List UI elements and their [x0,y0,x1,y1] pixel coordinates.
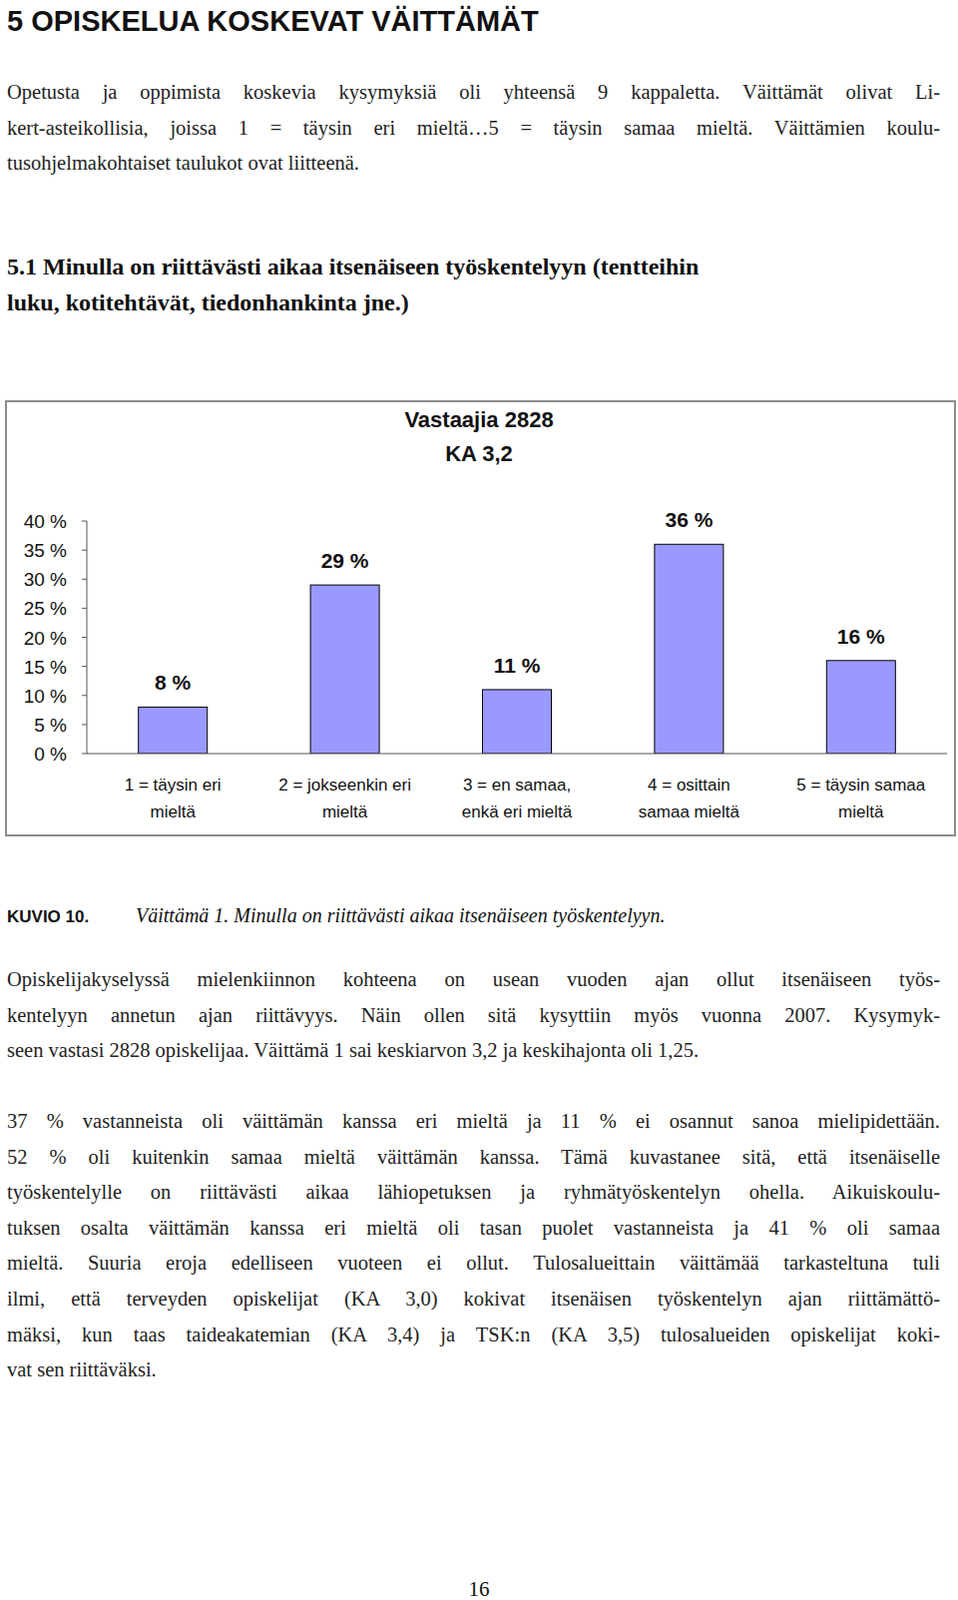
chart-title: Vastaajia 2828 [404,407,553,433]
y-tick [81,520,87,522]
data-label: 16 % [837,624,886,648]
bars [138,543,897,754]
y-tick-label: 10 % [23,685,67,707]
paragraph-line: Opiskelijakyselyssä mielenkiinnon kohtee… [6,960,941,997]
paragraph-line: 52 % oli kuitenkin samaa mieltä väittämä… [6,1138,941,1175]
data-label: 36 % [664,507,713,531]
intro-line: kert-asteikollisia, joissa 1 = täysin er… [6,109,941,146]
category-label: 1 = täysin erimieltä [124,775,222,822]
paragraph-line: vat sen riittäväksi. [6,1351,941,1388]
chart: Vastaajia 2828 KA 3,2 0 % 5 % 10 % 15 % 20 % 25… [6,402,955,835]
intro-line: Opetusta ja oppimista koskevia kysymyksi… [6,73,941,110]
y-tick [81,665,87,667]
paragraph-line: tuksen osalta väittämän kanssa eri mielt… [6,1209,941,1246]
y-tick-label: 40 % [23,510,67,532]
paragraph-line: kentelyyn annetun ajan riittävyys. Näin … [6,996,941,1033]
y-tick-label: 0 % [33,743,67,765]
chart-frame: Vastaajia 2828 KA 3,2 0 % 5 % 10 % 15 % 20 % 25… [4,400,957,837]
intro-line: tusohjelmakohtaiset taulukot ovat liitte… [6,144,941,181]
chart-subtitle: KA 3,2 [445,441,513,467]
caption-label: KUVIO 10. [6,899,136,936]
data-label: 8 % [154,670,192,694]
y-tick [81,723,87,725]
category-label: 2 = jokseenkin erimieltä [278,775,412,822]
y-tick-label: 25 % [23,597,67,619]
data-label: 29 % [321,548,370,572]
paragraph-line: 37 % vastanneista oli väittämän kanssa e… [6,1102,941,1139]
page-heading: 5 OPISKELUA KOSKEVAT VÄITTÄMÄT [6,2,539,39]
bar [310,584,380,754]
y-tick [81,694,87,696]
paragraph-line: työskentelylle on riittävästi aikaa lähi… [6,1173,941,1210]
category-label: 4 = osittainsamaa mieltä [638,775,741,822]
y-tick-label: 20 % [23,627,67,649]
section-title-line: 5.1 Minulla on riittävästi aikaa itsenäi… [6,248,941,285]
paragraph-line: ilmi, että terveyden opiskelijat (KA 3,0… [6,1280,941,1317]
caption-text: Väittämä 1. Minulla on riittävästi aikaa… [135,904,665,927]
bar [826,660,896,754]
caption: KUVIO 10.Väittämä 1. Minulla on riittävä… [6,897,665,934]
paragraph-line: mäksi, kun taas taideakatemian (KA 3,4) … [6,1316,941,1353]
data-label: 11 % [493,653,541,677]
page-number: 16 [439,1570,519,1600]
y-tick-label: 30 % [23,568,67,590]
y-tick [81,607,87,609]
y-tick [81,636,87,638]
x-axis [86,753,948,755]
y-tick-label: 35 % [23,539,67,561]
y-tick-label: 5 % [33,714,67,736]
paragraph-line: seen vastasi 2828 opiskelijaa. Väittämä … [6,1031,941,1068]
bar [654,543,724,754]
bar [138,706,208,754]
y-axis [86,520,88,754]
bar [482,689,552,754]
section-title-line: luku, kotitehtävät, tiedonhankinta jne.) [6,284,941,321]
paragraph-line: mieltä. Suuria eroja edelliseen vuoteen … [6,1244,941,1281]
y-tick [81,578,87,580]
category-label: 3 = en samaa,enkä eri mieltä [462,775,573,822]
category-label: 5 = täysin samaamieltä [796,775,927,822]
y-tick-label: 15 % [23,656,67,678]
y-tick [81,753,87,755]
y-tick [81,549,87,551]
